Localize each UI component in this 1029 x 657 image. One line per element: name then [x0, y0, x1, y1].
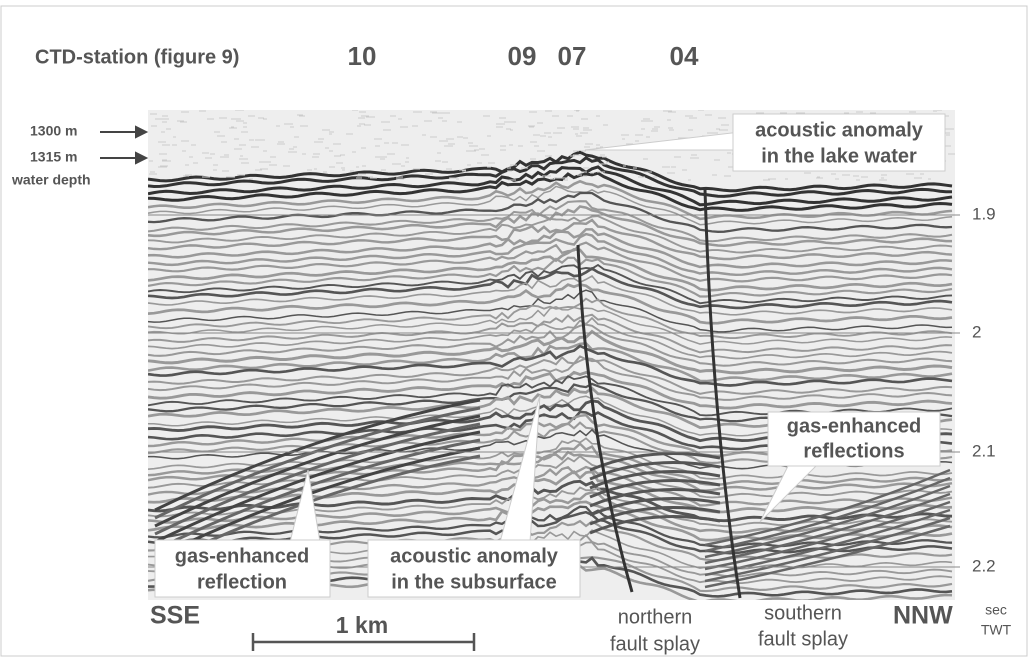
figure: CTD-station (figure 9) 10 09 07 04 1300 … [0, 0, 1029, 657]
depth-label: 1300 m [30, 123, 77, 139]
annotation: acoustic anomaly [755, 119, 924, 141]
scale-label: 1 km [336, 612, 388, 638]
fault-label: fault splay [758, 628, 848, 650]
annotation: acoustic anomaly [390, 545, 559, 567]
station: 04 [670, 41, 699, 71]
tick-label: 1.9 [972, 204, 996, 223]
annotation: in the subsurface [391, 571, 557, 593]
fault-label: fault splay [610, 633, 700, 655]
annotation: in the lake water [761, 145, 917, 167]
tick-label: 2.1 [972, 441, 996, 460]
depth-label: 1315 m [30, 149, 77, 165]
annotation: gas-enhanced [175, 545, 309, 567]
station: 07 [558, 41, 587, 71]
direction: SSE [150, 602, 200, 630]
axis-unit: TWT [981, 622, 1012, 638]
depth-caption: water depth [11, 172, 91, 188]
annotation: reflection [197, 571, 287, 593]
direction: NNW [893, 602, 953, 630]
tick-label: 2 [972, 322, 981, 341]
station: 10 [348, 41, 377, 71]
annotation: reflections [803, 440, 904, 462]
station: 09 [508, 41, 537, 71]
fault-label: northern [618, 606, 693, 628]
annotation: gas-enhanced [787, 415, 921, 437]
axis-unit: sec [985, 602, 1007, 618]
station-label: CTD-station (figure 9) [35, 46, 239, 68]
fault-label: southern [764, 602, 842, 624]
tick-label: 2.2 [972, 556, 996, 575]
